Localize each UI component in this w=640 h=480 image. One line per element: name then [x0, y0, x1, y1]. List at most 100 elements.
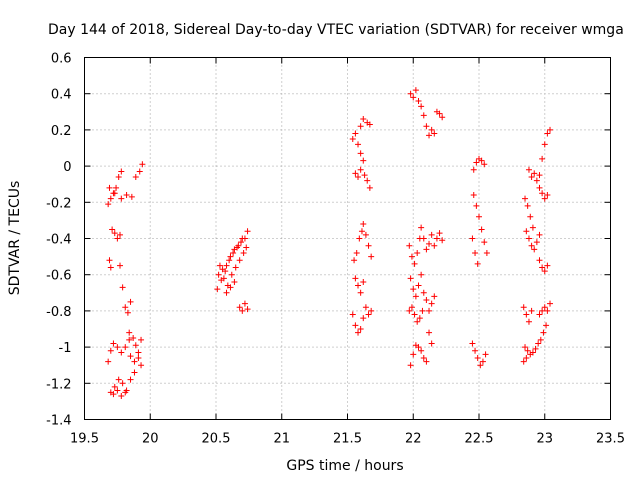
x-tick-label: 21.5: [333, 432, 362, 447]
data-point: [536, 311, 543, 318]
data-point: [115, 173, 122, 180]
data-point: [522, 195, 529, 202]
data-point: [426, 329, 433, 336]
data-point: [111, 230, 118, 237]
data-point: [126, 336, 133, 343]
data-point: [536, 172, 543, 179]
data-point: [410, 94, 417, 101]
data-point: [352, 170, 359, 177]
data-point: [215, 271, 222, 278]
data-point: [415, 97, 422, 104]
data-point: [418, 271, 425, 278]
data-point: [355, 329, 362, 336]
data-point: [356, 235, 363, 242]
data-point: [131, 358, 138, 365]
data-point: [223, 289, 230, 296]
data-point: [216, 262, 223, 269]
data-point: [531, 170, 538, 177]
data-point: [357, 326, 364, 332]
plot-frame: [84, 57, 611, 420]
data-point: [407, 362, 414, 369]
data-point: [351, 257, 358, 264]
data-point: [360, 221, 367, 228]
data-point: [118, 392, 125, 399]
data-point: [127, 353, 134, 360]
data-point: [541, 304, 548, 311]
data-point: [539, 264, 546, 271]
data-point: [426, 240, 433, 247]
data-point: [479, 358, 486, 365]
data-point: [110, 340, 117, 347]
data-point: [547, 126, 554, 133]
data-point: [132, 342, 139, 349]
x-tick-label: 22: [405, 432, 422, 447]
data-point: [228, 271, 235, 278]
data-point: [365, 311, 372, 318]
data-point: [364, 177, 371, 184]
data-point: [474, 260, 481, 267]
data-point: [420, 235, 427, 242]
data-point: [544, 192, 551, 199]
y-tick-label: -1.4: [46, 414, 71, 429]
y-tick-label: -0.4: [46, 233, 71, 248]
data-point: [123, 192, 130, 199]
data-point: [416, 315, 423, 322]
y-tick-label: -1: [59, 341, 72, 356]
data-point: [406, 242, 413, 249]
data-point: [357, 123, 364, 130]
data-point: [122, 389, 129, 396]
data-point: [114, 235, 121, 242]
data-point: [523, 228, 530, 235]
data-point: [529, 224, 536, 231]
data-point: [524, 347, 531, 354]
data-point: [539, 307, 546, 314]
data-point: [407, 90, 414, 97]
data-point: [528, 242, 535, 249]
chart-title: Day 144 of 2018, Sidereal Day-to-day VTE…: [48, 22, 624, 38]
data-point: [543, 322, 550, 329]
data-point: [119, 284, 126, 291]
data-point: [113, 184, 120, 191]
data-point: [127, 298, 134, 305]
data-point: [474, 354, 481, 361]
data-point: [106, 184, 113, 191]
data-point: [368, 253, 375, 260]
data-point: [360, 315, 367, 322]
data-point: [539, 190, 546, 197]
data-point: [223, 262, 230, 269]
data-point: [426, 307, 433, 314]
data-point: [111, 383, 118, 390]
x-tick-label: 21: [273, 432, 290, 447]
data-point: [355, 173, 362, 180]
data-point: [412, 87, 419, 94]
data-point: [357, 166, 364, 173]
data-point: [235, 242, 242, 249]
data-point: [539, 155, 546, 162]
data-point: [115, 376, 122, 383]
data-point: [240, 249, 247, 256]
data-point: [231, 246, 238, 253]
data-point: [127, 376, 134, 383]
x-tick-label: 19.5: [70, 432, 99, 447]
data-point: [476, 213, 482, 220]
data-point: [532, 345, 539, 352]
data-point: [117, 231, 124, 238]
data-point: [107, 195, 114, 202]
data-point: [236, 304, 243, 311]
data-point: [214, 286, 221, 293]
data-point: [527, 213, 534, 220]
x-tick-label: 20: [142, 432, 159, 447]
data-point: [470, 192, 477, 199]
data-point: [365, 242, 372, 249]
data-point: [433, 235, 440, 242]
data-point: [135, 354, 142, 361]
data-point: [138, 362, 145, 369]
data-point: [118, 195, 125, 202]
data-point: [482, 351, 489, 358]
data-point: [114, 344, 121, 351]
data-point: [428, 126, 435, 133]
data-point: [524, 202, 531, 209]
data-point: [122, 304, 129, 311]
data-point: [420, 112, 427, 119]
